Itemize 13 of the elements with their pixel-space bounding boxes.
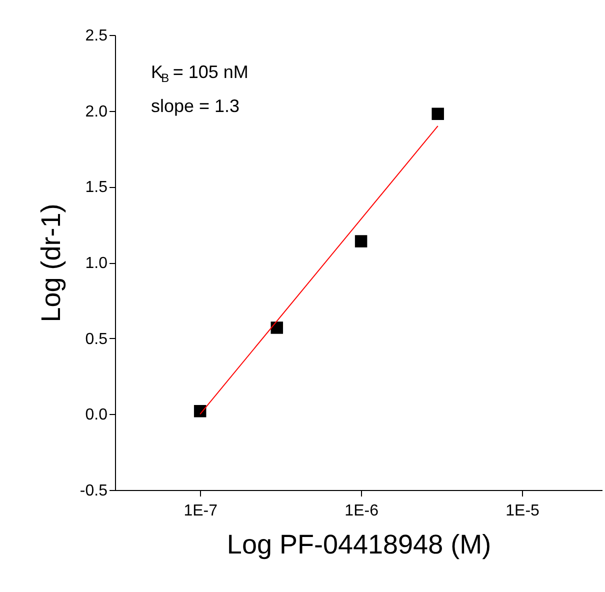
- y-axis-title: Log (dr-1): [36, 204, 66, 322]
- y-tick-label: -0.5: [80, 482, 108, 500]
- x-tick-label: 1E-6: [344, 502, 379, 520]
- x-tick-label: 1E-7: [184, 502, 218, 520]
- y-tick-label: 2.5: [85, 28, 108, 44]
- y-tick-label: 1.0: [85, 255, 108, 272]
- y-tick-label: 1.5: [85, 179, 108, 196]
- x-axis-title: Log PF-04418948 (M): [226, 530, 492, 560]
- x-tick-label: 1E-5: [506, 502, 540, 520]
- y-tick-label: 0.0: [85, 406, 108, 424]
- y-tick-label: 0.5: [85, 330, 108, 348]
- y-tick-label: 2.0: [85, 103, 108, 120]
- annotation: slope = 1.3: [151, 96, 240, 116]
